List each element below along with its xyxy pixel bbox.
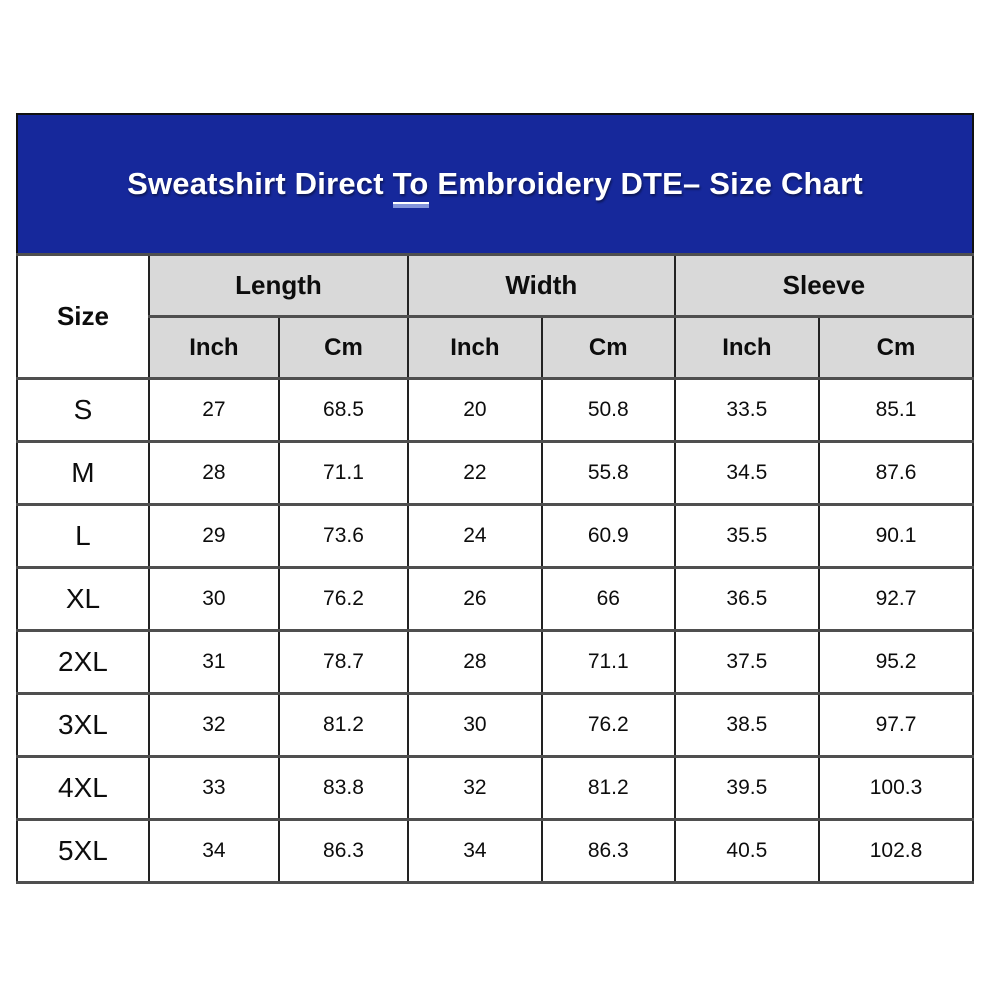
width-cm-header: Cm [540,315,676,380]
width-cm-value: 66 [540,566,676,632]
table-row-s: S 27 68.5 20 50.8 33.5 85.1 [16,377,974,443]
table-header: Size Length Width Sleeve Inch Cm Inch Cm… [16,253,975,380]
table-row-l: L 29 73.6 24 60.9 35.5 90.1 [16,503,974,569]
width-inch-value: 32 [406,755,543,821]
width-inch-value: 26 [406,566,543,632]
width-inch-value: 34 [406,818,543,884]
width-cm-value: 55.8 [540,440,676,506]
length-cm-value: 83.8 [277,755,409,821]
sleeve-inch-value: 38.5 [673,692,821,758]
length-inch-value: 29 [147,503,280,569]
sleeve-inch-value: 40.5 [673,818,821,884]
table-row-2xl: 2XL 31 78.7 28 71.1 37.5 95.2 [16,629,974,695]
group-header-row: Size Length Width Sleeve [16,253,975,380]
size-label: 2XL [16,629,150,695]
table-row-4xl: 4XL 33 83.8 32 81.2 39.5 100.3 [16,755,974,821]
length-cm-value: 86.3 [277,818,409,884]
size-chart-table: Size Length Width Sleeve Inch Cm Inch Cm… [16,253,975,884]
size-chart-container: Sweatshirt Direct To Embroidery DTE– Siz… [16,113,975,884]
width-inch-value: 30 [406,692,543,758]
width-inch-value: 22 [406,440,543,506]
size-label: M [16,440,150,506]
width-inch-value: 20 [406,377,543,443]
length-inch-value: 27 [147,377,280,443]
size-label: L [16,503,150,569]
sleeve-cm-value: 100.3 [818,755,974,821]
sleeve-group-header: Sleeve [673,253,975,318]
sleeve-cm-value: 87.6 [818,440,974,506]
sleeve-inch-header: Inch [673,315,821,380]
title-banner: Sweatshirt Direct To Embroidery DTE– Siz… [16,113,974,253]
size-label: S [16,377,150,443]
length-inch-value: 30 [147,566,280,632]
width-cm-value: 81.2 [540,755,676,821]
length-cm-value: 68.5 [277,377,409,443]
length-group-header: Length [147,253,409,318]
width-cm-value: 76.2 [540,692,676,758]
table-row-xl: XL 30 76.2 26 66 36.5 92.7 [16,566,974,632]
width-group-header: Width [406,253,676,318]
size-column-header: Size [16,253,150,380]
width-cm-value: 71.1 [540,629,676,695]
table-row-m: M 28 71.1 22 55.8 34.5 87.6 [16,440,974,506]
sleeve-cm-value: 90.1 [818,503,974,569]
size-label: 5XL [16,818,150,884]
table-row-3xl: 3XL 32 81.2 30 76.2 38.5 97.7 [16,692,974,758]
size-label: 4XL [16,755,150,821]
width-cm-value: 50.8 [540,377,676,443]
table-row-5xl: 5XL 34 86.3 34 86.3 40.5 102.8 [16,818,974,884]
sleeve-cm-value: 102.8 [818,818,974,884]
sleeve-inch-value: 33.5 [673,377,821,443]
sleeve-inch-value: 39.5 [673,755,821,821]
length-inch-value: 32 [147,692,280,758]
sleeve-cm-value: 97.7 [818,692,974,758]
length-inch-header: Inch [147,315,280,380]
length-cm-value: 78.7 [277,629,409,695]
sleeve-cm-value: 92.7 [818,566,974,632]
width-cm-value: 60.9 [540,503,676,569]
width-inch-value: 28 [406,629,543,695]
width-cm-value: 86.3 [540,818,676,884]
width-inch-value: 24 [406,503,543,569]
title-link-to[interactable]: To [392,166,429,204]
length-cm-value: 81.2 [277,692,409,758]
length-cm-value: 71.1 [277,440,409,506]
sleeve-inch-value: 37.5 [673,629,821,695]
sleeve-cm-value: 95.2 [818,629,974,695]
sleeve-inch-value: 34.5 [673,440,821,506]
length-inch-value: 33 [147,755,280,821]
length-inch-value: 34 [147,818,280,884]
title-text-suffix: Embroidery DTE– Size Chart [428,166,863,201]
title-text-prefix: Sweatshirt Direct [127,166,393,201]
table-body: S 27 68.5 20 50.8 33.5 85.1 M 28 71.1 22… [16,377,974,884]
size-label: 3XL [16,692,150,758]
length-inch-value: 28 [147,440,280,506]
page-title: Sweatshirt Direct To Embroidery DTE– Siz… [127,166,863,204]
unit-header-row: Inch Cm Inch Cm Inch Cm [17,315,974,380]
sleeve-cm-value: 85.1 [818,377,974,443]
sleeve-inch-value: 35.5 [673,503,821,569]
length-cm-header: Cm [277,315,409,380]
sleeve-cm-header: Cm [818,315,974,380]
width-inch-header: Inch [406,315,543,380]
size-label: XL [16,566,150,632]
length-inch-value: 31 [147,629,280,695]
length-cm-value: 73.6 [277,503,409,569]
length-cm-value: 76.2 [277,566,409,632]
sleeve-inch-value: 36.5 [673,566,821,632]
